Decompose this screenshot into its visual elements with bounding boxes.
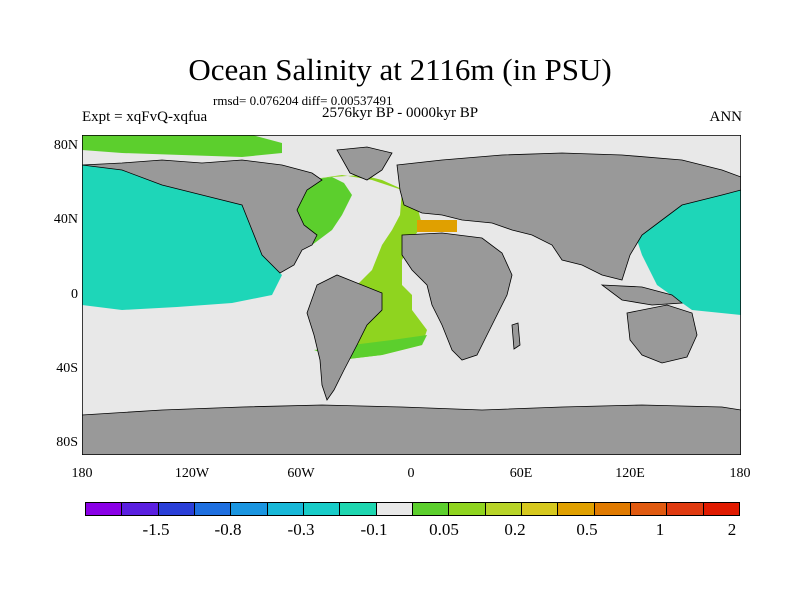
colorbar-swatch <box>703 503 739 515</box>
colorbar-swatch <box>158 503 195 515</box>
mediterranean-anomaly <box>417 220 457 232</box>
eurasia-land <box>396 152 741 281</box>
colorbar-label: -0.1 <box>360 520 388 539</box>
africa-land <box>401 232 513 361</box>
colorbar-label: 1 <box>655 520 665 539</box>
lon-tick-0: 0 <box>407 466 415 481</box>
lon-tick-60w: 60W <box>287 466 315 481</box>
lon-tick-180e: 180 <box>729 466 751 481</box>
colorbar-swatch <box>594 503 631 515</box>
australia-land <box>626 304 698 364</box>
colorbar-swatch <box>122 503 159 515</box>
antarctica-land <box>82 404 741 455</box>
colorbar-swatch <box>412 503 450 515</box>
lat-tick-80n: 80N <box>53 138 78 153</box>
indonesia-land <box>600 284 684 306</box>
lat-tick-80s: 80S <box>56 435 78 450</box>
lat-tick-40s: 40S <box>56 361 78 376</box>
colorbar-swatch <box>630 503 668 515</box>
colorbar-swatch <box>86 503 123 515</box>
arctic-band <box>82 135 282 157</box>
colorbar-swatch <box>376 503 413 515</box>
colorbar-label: 0.2 <box>504 520 526 539</box>
colorbar-label: 2 <box>727 520 737 539</box>
atlantic-anomaly <box>307 175 427 360</box>
salinity-map <box>82 135 741 455</box>
south-america-land <box>306 274 383 401</box>
lat-tick-0: 0 <box>71 287 78 302</box>
period-label: 2576kyr BP - 0000kyr BP <box>322 105 479 121</box>
colorbar-swatch <box>485 503 522 515</box>
colorbar-label: -1.5 <box>142 520 170 539</box>
north-pacific-anomaly <box>82 165 282 310</box>
colorbar-label: 0.05 <box>429 520 459 539</box>
lon-tick-180w: 180 <box>71 466 93 481</box>
experiment-label: Expt = xqFvQ-xqfua <box>82 109 208 125</box>
colorbar-swatch <box>449 503 486 515</box>
madagascar-land <box>511 322 521 350</box>
colorbar-swatch <box>558 503 595 515</box>
colorbar-swatch <box>303 503 341 515</box>
colorbar-swatch <box>521 503 559 515</box>
map-title: Ocean Salinity at 2116m (in PSU) <box>188 52 612 87</box>
season-label: ANN <box>709 109 743 125</box>
colorbar-swatch <box>231 503 268 515</box>
colorbar-label: 0.5 <box>576 520 598 539</box>
lon-tick-120e: 120E <box>615 466 645 481</box>
lat-tick-40n: 40N <box>53 212 78 227</box>
greenland-land <box>336 146 393 181</box>
colorbar-swatch <box>340 503 377 515</box>
colorbar-swatch <box>194 503 232 515</box>
lon-tick-60e: 60E <box>509 466 533 481</box>
colorbar-swatch <box>667 503 704 515</box>
colorbar <box>85 502 740 516</box>
colorbar-swatch <box>267 503 304 515</box>
north-america-land <box>82 159 323 274</box>
stats-subtitle: rmsd= 0.076204 diff= 0.00537491 <box>213 93 393 108</box>
colorbar-label: -0.8 <box>214 520 242 539</box>
lon-tick-120w: 120W <box>174 466 210 481</box>
colorbar-label: -0.3 <box>287 520 315 539</box>
